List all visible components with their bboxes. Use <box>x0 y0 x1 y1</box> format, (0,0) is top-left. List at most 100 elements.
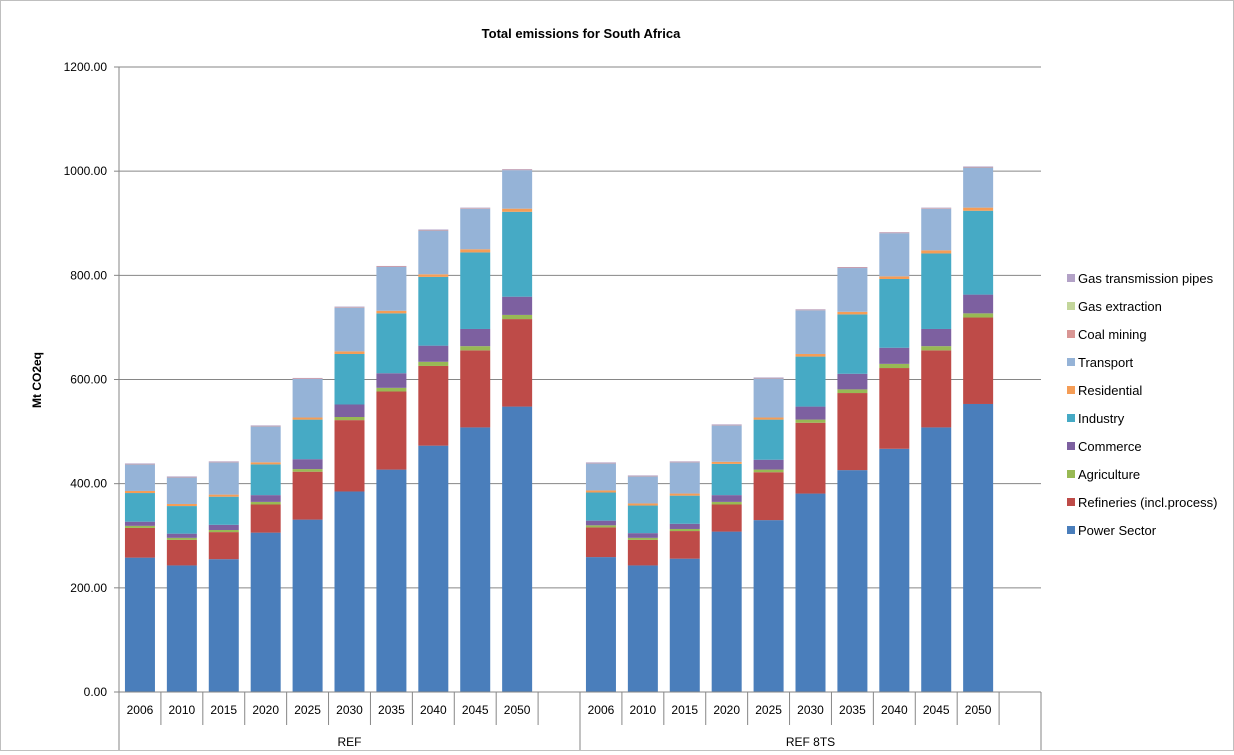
bar-segment <box>627 537 658 540</box>
bar-segment <box>208 524 239 531</box>
bar-segment <box>292 378 323 379</box>
bar-segment <box>795 406 826 420</box>
bar-segment <box>921 427 952 692</box>
bar-segment <box>418 445 449 692</box>
bar-segment <box>376 310 407 314</box>
legend-label: Transport <box>1078 355 1134 370</box>
bar-segment <box>669 531 700 559</box>
bar-segment <box>250 495 281 502</box>
bar-segment <box>334 417 365 421</box>
bar-segment <box>837 389 868 394</box>
bar-segment <box>334 351 365 354</box>
bar-segment <box>292 471 323 520</box>
bar-segment <box>585 492 616 521</box>
bar-segment <box>795 422 826 494</box>
bar-segment <box>879 233 910 277</box>
bar-segment <box>585 525 616 528</box>
x-tick-label: 2035 <box>839 703 866 717</box>
bar-segment <box>585 557 616 692</box>
bar-segment <box>250 532 281 692</box>
bar-segment <box>250 425 281 426</box>
bar-segment <box>460 328 491 347</box>
legend-label: Commerce <box>1078 439 1142 454</box>
legend-swatch <box>1067 274 1075 282</box>
x-tick-label: 2030 <box>336 703 363 717</box>
x-tick-label: 2045 <box>462 703 489 717</box>
legend-label: Residential <box>1078 383 1142 398</box>
bar-segment <box>879 368 910 449</box>
bar-segment <box>795 356 826 407</box>
bar-segment <box>837 267 868 268</box>
bar-segment <box>376 469 407 692</box>
bar-segment <box>837 268 868 312</box>
bar-segment <box>334 491 365 692</box>
bar-segment <box>585 462 616 463</box>
bar-segment <box>921 207 952 209</box>
bar-segment <box>208 494 239 497</box>
bar-segment <box>376 391 407 470</box>
bar-segment <box>711 531 742 692</box>
bar-segment <box>334 306 365 308</box>
legend-swatch <box>1067 498 1075 506</box>
bar-segment <box>460 252 491 329</box>
axes: 0.00 200.00 400.00 600.00 800.00 1000.00 1200.… <box>64 60 1042 750</box>
bar-segment <box>585 462 616 464</box>
bar-segment <box>418 276 449 346</box>
y-tick-label: 600.00 <box>70 373 107 387</box>
bar-segment <box>837 314 868 374</box>
bar-segment <box>460 350 491 428</box>
bar-segment <box>921 208 952 209</box>
bar-segment <box>837 267 868 269</box>
legend-swatch <box>1067 358 1075 366</box>
bar-segment <box>963 166 994 167</box>
bars <box>124 166 994 692</box>
bar-segment <box>166 539 197 566</box>
x-tick-label: 2040 <box>881 703 908 717</box>
bar-segment <box>879 363 910 369</box>
legend-label: Industry <box>1078 411 1125 426</box>
legend-swatch <box>1067 302 1075 310</box>
x-tick-label: 2015 <box>210 703 237 717</box>
bar-segment <box>753 419 784 460</box>
bar-segment <box>208 532 239 560</box>
bar-segment <box>753 520 784 692</box>
bar-segment <box>585 520 616 526</box>
bar-segment <box>753 377 784 379</box>
bar-segment <box>250 426 281 463</box>
bar-segment <box>963 294 994 314</box>
bar-segment <box>963 313 994 318</box>
bar-segment <box>502 169 533 171</box>
bar-segment <box>627 475 658 477</box>
bar-segment <box>376 373 407 388</box>
bar-segment <box>460 427 491 692</box>
bar-segment <box>334 353 365 405</box>
bar-segment <box>502 314 533 320</box>
legend-label: Refineries (incl.process) <box>1078 495 1217 510</box>
bar-segment <box>292 459 323 470</box>
legend-label: Power Sector <box>1078 523 1157 538</box>
bar-segment <box>837 311 868 315</box>
bar-segment <box>334 404 365 417</box>
legend: Gas transmission pipes Gas extraction Coal… <box>1067 271 1217 538</box>
bar-segment <box>502 211 533 297</box>
bar-segment <box>124 493 155 522</box>
bar-segment <box>753 377 784 378</box>
bar-segment <box>837 373 868 390</box>
bar-segment <box>795 493 826 692</box>
bar-segment <box>124 464 155 491</box>
group-label: REF <box>338 735 362 749</box>
bar-segment <box>502 296 533 315</box>
bar-segment <box>250 464 281 496</box>
bar-segment <box>208 462 239 495</box>
bar-segment <box>879 448 910 692</box>
legend-swatch <box>1067 330 1075 338</box>
bar-segment <box>124 557 155 692</box>
bar-segment <box>627 505 658 534</box>
bar-segment <box>166 506 197 534</box>
bar-segment <box>292 417 323 420</box>
x-tick-label: 2020 <box>252 703 279 717</box>
bar-segment <box>627 539 658 566</box>
bar-segment <box>250 462 281 465</box>
bar-segment <box>879 347 910 364</box>
